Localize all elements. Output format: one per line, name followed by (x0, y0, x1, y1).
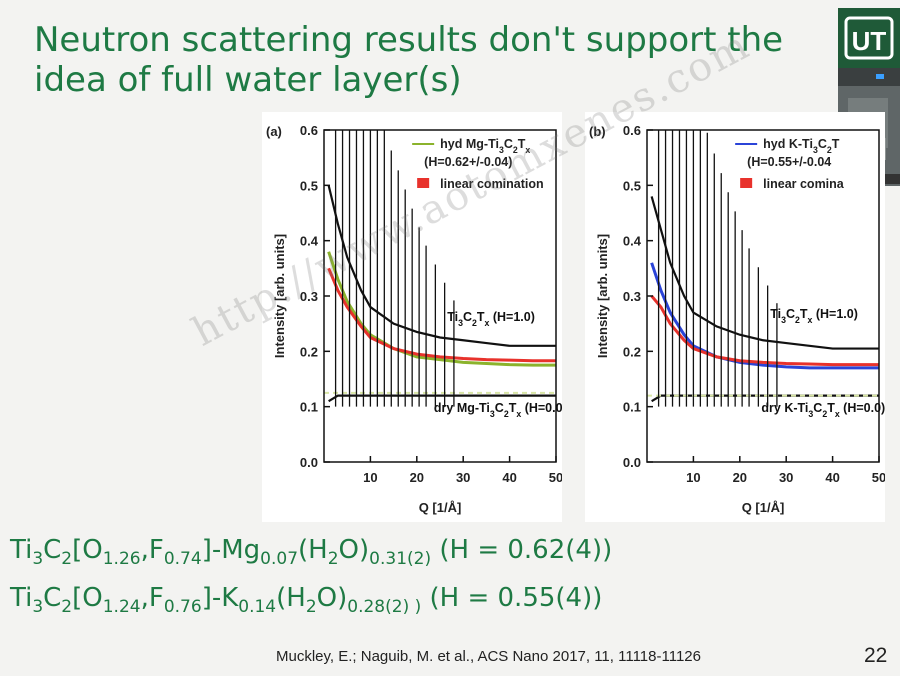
x-tick-label-4: 50 (549, 470, 562, 485)
formula-subscript: 0.76 (163, 597, 202, 618)
formula-text: ]-K (201, 583, 239, 613)
formula-text: [O (72, 535, 103, 565)
formula-subscript: 0.07 (260, 549, 299, 570)
y-tick-label-2: 0.2 (300, 344, 318, 359)
y-tick-label-1: 0.1 (300, 400, 318, 415)
formula-text: C (43, 583, 62, 613)
formula-subscript: 0.14 (238, 597, 277, 618)
series-line-2 (650, 295, 879, 367)
formula-subscript: 0.31(2) (369, 549, 432, 570)
plot-area (324, 130, 556, 407)
legend-swatch-1 (740, 178, 753, 188)
formula-text: (H (276, 583, 306, 613)
formula-k: Ti3C2[O1.24,F0.76]-K0.14(H2O)0.28(2) ) (… (10, 583, 602, 617)
formula-subscript: 2 (327, 549, 339, 570)
formula-subscript: 1.26 (102, 549, 141, 570)
y-axis-label: Intensity [arb. units] (595, 234, 610, 358)
annotation-1: dry K-Ti3C2Tx (H=0.0) (761, 401, 885, 419)
chart-panel-b: 0.0 0.1 0.2 0.3 0.4 0.5 0.6 10 20 30 40 50 Q [1/Å] In… (585, 112, 885, 522)
formula-text: O) (316, 583, 348, 613)
formula-mg: Ti3C2[O1.26,F0.74]-Mg0.07(H2O)0.31(2) (H… (10, 535, 612, 569)
y-tick-label-4: 0.4 (300, 234, 319, 249)
legend: hyd Mg-Ti3C2Tx(H=0.62+/-0.04) linear comi… (407, 132, 554, 198)
y-tick-label-3: 0.3 (623, 289, 641, 304)
formula-text: (H = 0.55(4)) (421, 583, 603, 613)
y-tick-label-0: 0.0 (623, 455, 641, 470)
x-tick-label-1: 20 (410, 470, 424, 485)
plot-area (647, 130, 879, 407)
y-tick-label-2: 0.2 (623, 344, 641, 359)
slide-title: Neutron scattering results don't support… (34, 20, 784, 100)
formula-subscript: 2 (305, 597, 317, 618)
legend-swatch-1 (417, 178, 430, 188)
x-tick-label-4: 50 (872, 470, 885, 485)
formula-subscript: 2 (61, 549, 73, 570)
legend-label-0-0: hyd Mg-Ti3C2Tx (440, 137, 530, 155)
formula-text: (H (298, 535, 328, 565)
svg-text:UT: UT (852, 26, 887, 56)
x-tick-label-3: 40 (825, 470, 839, 485)
legend-label-0-1: (H=0.55+/-0.04 (747, 155, 831, 169)
y-tick-label-3: 0.3 (300, 289, 318, 304)
annotation-0: Ti3C2Tx (H=1.0) (447, 310, 535, 328)
series-line-2 (327, 267, 556, 363)
formula-text: C (43, 535, 62, 565)
formula-text: [O (72, 583, 103, 613)
x-tick-label-2: 30 (456, 470, 470, 485)
legend-label-0-1: (H=0.62+/-0.04) (424, 155, 512, 169)
formula-subscript: 0.28(2) ) (347, 597, 422, 618)
formula-text: O) (338, 535, 370, 565)
legend-label-1-0: linear comination (440, 177, 544, 191)
citation: Muckley, E.; Naguib, M. et al., ACS Nano… (276, 648, 701, 665)
x-tick-label-0: 10 (686, 470, 700, 485)
formula-subscript: 3 (32, 597, 44, 618)
legend: hyd K-Ti3C2T(H=0.55+/-0.04 linear comina (730, 132, 877, 198)
formula-subscript: 2 (61, 597, 73, 618)
formula-text: ,F (140, 583, 164, 613)
university-logo: UT (838, 8, 900, 68)
formula-text: Ti (10, 535, 33, 565)
formula-subscript: 0.74 (163, 549, 202, 570)
formula-text: ,F (140, 535, 164, 565)
series-line-3 (328, 394, 556, 403)
annotation-0: Ti3C2Tx (H=1.0) (770, 307, 858, 325)
chart-panel-a: 0.0 0.1 0.2 0.3 0.4 0.5 0.6 10 20 30 40 50 Q [1/Å] In… (262, 112, 562, 522)
legend-label-1-0: linear comina (763, 177, 845, 191)
x-axis-label: Q [1/Å] (419, 500, 462, 515)
legend-label-0-0: hyd K-Ti3C2T (763, 137, 840, 155)
y-tick-label-4: 0.4 (623, 234, 642, 249)
y-tick-label-5: 0.5 (623, 178, 641, 193)
y-tick-label-6: 0.6 (623, 123, 641, 138)
x-axis-label: Q [1/Å] (742, 500, 785, 515)
x-tick-label-3: 40 (502, 470, 516, 485)
x-tick-label-1: 20 (733, 470, 747, 485)
series-line-0 (327, 185, 556, 347)
annotation-1: dry Mg-Ti3C2Tx (H=0.0) (434, 401, 562, 419)
series-line-1 (650, 262, 879, 370)
x-tick-label-0: 10 (363, 470, 377, 485)
formula-text: Ti (10, 583, 33, 613)
y-axis-label: Intensity [arb. units] (272, 234, 287, 358)
y-tick-label-1: 0.1 (623, 400, 641, 415)
series-line-1 (327, 251, 556, 367)
formula-text: (H = 0.62(4)) (431, 535, 613, 565)
formula-text: ]-Mg (201, 535, 261, 565)
panel-label: (a) (266, 124, 282, 139)
page-number: 22 (864, 644, 888, 667)
series-line-0 (650, 196, 879, 350)
formula-subscript: 1.24 (102, 597, 141, 618)
y-tick-label-5: 0.5 (300, 178, 318, 193)
y-tick-label-0: 0.0 (300, 455, 318, 470)
x-tick-label-2: 30 (779, 470, 793, 485)
y-tick-label-6: 0.6 (300, 123, 318, 138)
panel-label: (b) (589, 124, 606, 139)
formula-subscript: 3 (32, 549, 44, 570)
